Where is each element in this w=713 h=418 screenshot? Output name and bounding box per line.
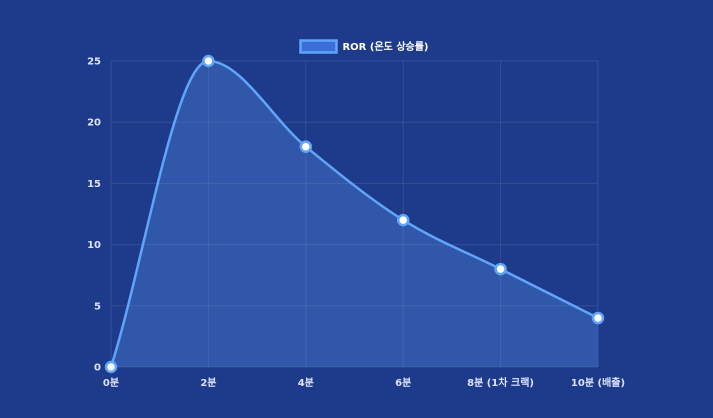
x-tick-label: 8분 (1차 크랙): [467, 376, 534, 389]
y-tick-label: 5: [94, 301, 101, 312]
x-tick-label: 0분: [103, 377, 119, 389]
area-layer: [111, 61, 598, 367]
x-axis: 0분 2분 4분 6분 8분 (1차 크랙) 10분 (배출): [103, 376, 625, 389]
y-tick-label: 15: [87, 179, 101, 190]
grid: [110, 60, 599, 368]
x-tick-label: 10분 (배출): [571, 376, 625, 389]
series-area-0: [111, 61, 598, 367]
point-layer: [104, 54, 605, 374]
x-tick-label: 4분: [298, 377, 314, 389]
data-point[interactable]: [202, 54, 215, 68]
data-point[interactable]: [494, 262, 507, 276]
y-tick-label: 25: [87, 57, 101, 68]
y-tick-label: 20: [87, 118, 101, 129]
data-point[interactable]: [299, 140, 313, 153]
data-point[interactable]: [396, 213, 410, 227]
x-tick-label: 2분: [200, 377, 216, 389]
y-tick-label: 0: [94, 363, 101, 374]
legend-swatch: [299, 39, 338, 54]
data-point[interactable]: [591, 311, 605, 325]
y-tick-label: 10: [87, 240, 101, 251]
legend-label: ROR (온도 상승률): [342, 40, 428, 53]
legend[interactable]: ROR (온도 상승률): [299, 39, 429, 54]
x-tick-label: 6분: [395, 377, 411, 389]
data-point[interactable]: [104, 360, 118, 374]
y-axis: 0 5 10 15 20 25: [87, 57, 101, 374]
